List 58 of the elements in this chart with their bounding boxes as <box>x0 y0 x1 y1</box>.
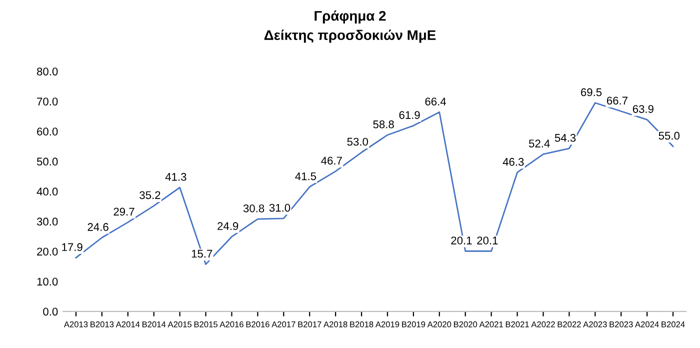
text: 24.6 <box>88 223 108 231</box>
text: 41.5 <box>295 172 316 180</box>
y-tick-label: 80.0 <box>37 68 58 76</box>
x-tick-label: A2019 <box>375 321 400 328</box>
text: 66.7 <box>606 96 628 105</box>
text: 20.1 <box>451 236 472 244</box>
y-tick-label: 70.0 <box>37 98 58 106</box>
text: 69.5 <box>581 88 602 96</box>
text: 24.9 <box>218 222 238 230</box>
text: 52.4 <box>528 140 550 148</box>
text: 66.4 <box>425 98 446 106</box>
text: 15.7 <box>192 250 212 258</box>
text: 31.0 <box>269 204 290 212</box>
x-tick-label: B2020 <box>454 321 478 328</box>
x-tick-label: A2017 <box>272 321 296 328</box>
y-tick-label: 30.0 <box>36 218 58 226</box>
x-tick-label: B2024 <box>662 321 685 328</box>
x-tick-label: B2022 <box>558 321 581 328</box>
text: 41.3 <box>165 172 186 181</box>
y-tick-label: 60.0 <box>37 128 58 136</box>
text: 29.7 <box>114 208 134 216</box>
x-tick-label: B2019 <box>402 321 426 328</box>
text: 63.9 <box>632 105 654 113</box>
text: 61.9 <box>399 111 420 119</box>
x-tick-label: B2013 <box>90 321 114 328</box>
x-tick-label: A2020 <box>427 321 452 328</box>
text: 46.7 <box>321 156 342 165</box>
text: 35.2 <box>140 191 160 200</box>
y-tick-label: 20.0 <box>37 248 58 256</box>
x-tick-label: A2016 <box>220 321 244 328</box>
text: 53.0 <box>347 138 368 146</box>
y-tick-label: 50.0 <box>36 158 58 166</box>
x-tick-label: B2016 <box>246 321 270 328</box>
x-tick-label: A2014 <box>116 321 140 328</box>
x-tick-label: B2014 <box>142 321 166 328</box>
x-tick-label: B2015 <box>194 321 218 328</box>
text: 58.8 <box>373 120 394 128</box>
y-tick-label: 10.0 <box>37 278 58 286</box>
x-tick-label: A2024 <box>635 321 659 328</box>
x-tick-label: A2018 <box>324 321 348 328</box>
x-tick-label: A2022 <box>531 321 555 328</box>
x-tick-label: A2013 <box>64 321 88 328</box>
x-tick-label: B2021 <box>506 321 529 328</box>
chart-title: Γράφημα 2 Δείκτης προσδοκιών ΜμΕ <box>264 10 436 43</box>
x-tick-label: A2023 <box>583 321 607 328</box>
text: 55.0 <box>658 132 680 140</box>
text: 30.8 <box>243 204 264 212</box>
x-tick-label: A2015 <box>168 321 192 328</box>
text: 54.3 <box>554 134 576 142</box>
x-tick-label: A2021 <box>479 321 503 328</box>
x-tick-label: B2017 <box>298 321 322 328</box>
text: 17.9 <box>62 243 82 252</box>
y-tick-label: 0.0 <box>43 308 58 316</box>
text: 20.1 <box>477 236 498 244</box>
y-tick-label: 40.0 <box>36 188 58 196</box>
x-tick-label: B2018 <box>350 321 374 328</box>
x-tick-label: B2023 <box>610 321 633 328</box>
text: 46.3 <box>502 158 524 166</box>
